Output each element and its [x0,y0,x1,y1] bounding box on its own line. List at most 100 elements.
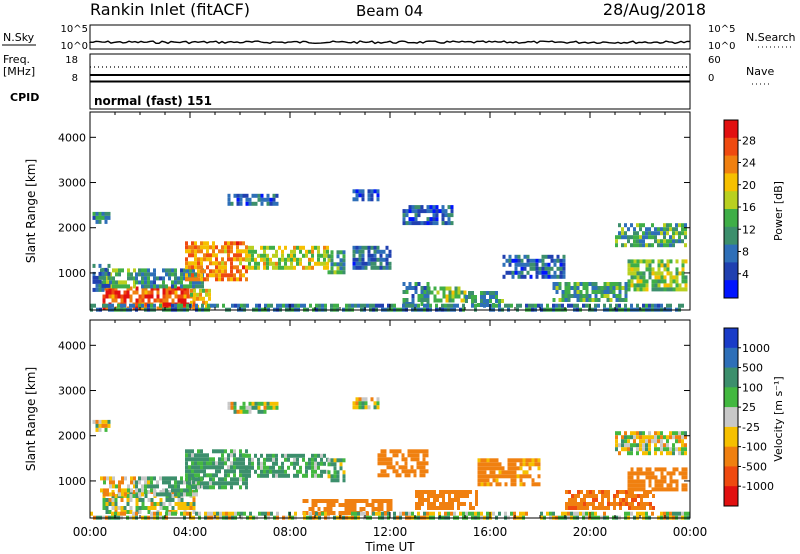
heatmap-cell [103,280,106,285]
heatmap-cell [185,273,188,278]
heatmap-cell [586,502,589,506]
heatmap-cell [361,193,365,198]
heatmap-cell [261,511,264,516]
heatmap-cell [598,502,601,506]
heatmap-cell [98,279,102,284]
heatmap-cell [153,268,156,273]
x-tick-label: 16:00 [473,525,508,539]
heatmap-cell [528,303,531,308]
heatmap-cell [639,259,643,264]
heatmap-cell [540,303,543,308]
heatmap-cell [416,461,420,466]
heatmap-cell [132,303,135,308]
heatmap-cell [609,282,613,286]
heatmap-cell [230,245,233,250]
heatmap-cell [669,483,673,488]
heatmap-cell [153,298,157,303]
heatmap-cell [153,303,156,308]
heatmap-cell [345,303,348,308]
heatmap-cell [429,511,432,516]
heatmap-cell [294,511,297,516]
heatmap-cell [218,465,221,470]
heatmap-cell [234,511,237,516]
heatmap-cell [156,502,160,506]
colorbar-tick-label: 12 [742,223,756,236]
heatmap-cell [604,490,607,494]
heatmap-cell [114,294,118,299]
heatmap-cell [239,241,242,246]
heatmap-cell [186,484,189,489]
heatmap-cell [404,457,408,462]
heatmap-cell [657,287,661,292]
heatmap-cell [414,282,418,286]
heatmap-cell [236,477,239,482]
heatmap-cell [281,265,284,270]
heatmap-cell [121,488,124,493]
heatmap-cell [347,499,351,503]
heatmap-cell [651,243,654,248]
heatmap-cell [135,511,138,516]
heatmap-cell [681,263,685,268]
heatmap-cell [327,270,331,275]
heatmap-cell [550,274,554,279]
heatmap-cell [416,457,420,462]
heatmap-cell [672,471,676,476]
heatmap-cell [230,261,233,266]
heatmap-cell [600,294,604,298]
heatmap-cell [133,480,136,485]
heatmap-cell [231,511,234,516]
heatmap-cell [168,498,172,502]
heatmap-cell [672,279,676,284]
heatmap-cell [633,471,637,476]
heatmap-cell [519,474,523,479]
heatmap-cell [117,290,121,295]
heatmap-cell [619,502,622,506]
heatmap-cell [380,507,384,511]
heatmap-cell [174,290,178,295]
heatmap-cell [333,470,337,475]
heatmap-cell [188,477,191,482]
heatmap-cell [266,197,270,202]
data-region-9 [477,458,541,487]
heatmap-cell [133,268,136,273]
station-title: Rankin Inlet (fitACF) [90,0,250,19]
heatmap-cell [433,298,437,303]
heatmap-cell [239,473,242,478]
heatmap-cell [558,303,561,308]
heatmap-cell [423,294,427,298]
heatmap-cell [393,303,396,308]
heatmap-cell [118,272,121,277]
heatmap-cell [339,258,343,263]
heatmap-cell [284,257,287,262]
heatmap-cell [195,280,198,285]
heatmap-cell [227,469,230,474]
heatmap-cell [492,474,496,479]
heatmap-cell [507,470,511,475]
heatmap-cell [678,235,681,240]
heatmap-cell [654,435,657,440]
heatmap-cell [200,461,203,466]
heatmap-cell [660,443,663,448]
heatmap-cell [636,279,640,284]
heatmap-cell [420,205,424,210]
heatmap-cell [373,257,377,262]
heatmap-cell [266,253,269,258]
heatmap-cell [335,499,339,503]
heatmap-cell [263,473,266,478]
heatmap-cell [272,453,275,458]
heatmap-cell [559,262,563,267]
heatmap-cell [648,275,652,280]
heatmap-cell [414,303,417,308]
heatmap-cell [278,261,281,266]
heatmap-cell [171,476,174,481]
heatmap-cell [678,223,681,228]
heatmap-cell [278,245,281,250]
freq-label: Freq. [3,53,30,66]
heatmap-cell [180,498,184,502]
heatmap-cell [636,431,639,436]
heatmap-cell [240,303,243,308]
heatmap-cell [411,205,415,210]
heatmap-cell [414,205,418,210]
heatmap-cell [652,494,655,498]
heatmap-cell [266,457,269,462]
